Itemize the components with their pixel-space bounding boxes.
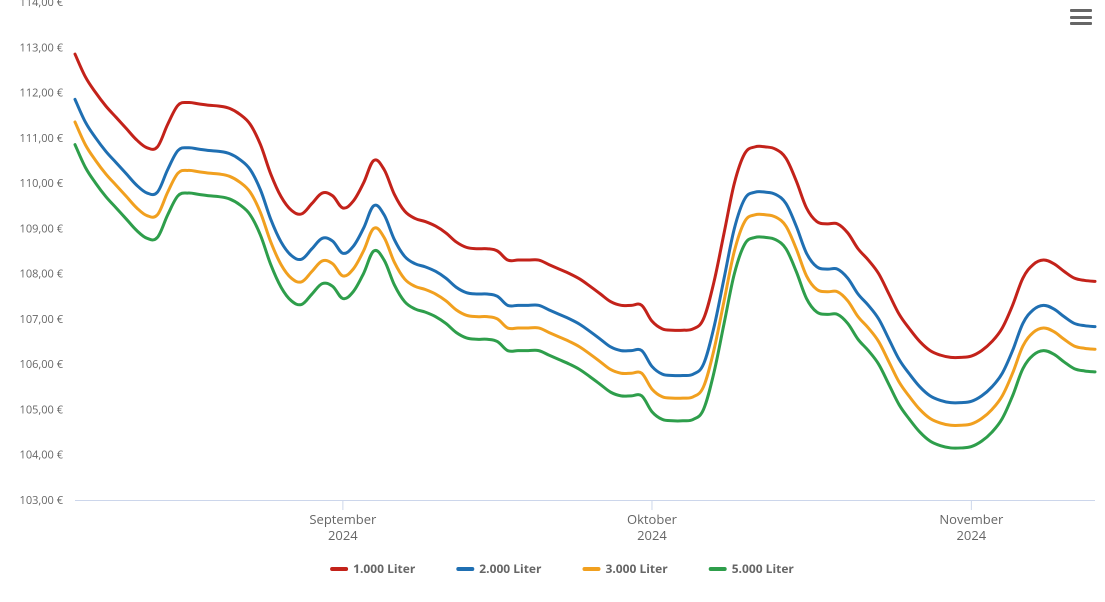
y-axis-label: 105,00 € (20, 402, 64, 417)
series-line (75, 54, 1095, 358)
y-axis-label: 104,00 € (20, 448, 64, 463)
legend-label[interactable]: 3.000 Liter (606, 560, 669, 577)
y-axis-label: 112,00 € (20, 86, 64, 101)
legend-label[interactable]: 5.000 Liter (732, 560, 795, 577)
y-axis-label: 110,00 € (20, 176, 64, 191)
series-line (75, 99, 1095, 403)
y-axis-label: 107,00 € (20, 312, 64, 327)
series-line (75, 122, 1095, 426)
x-axis-sublabel: 2024 (637, 526, 667, 544)
legend-label[interactable]: 1.000 Liter (353, 560, 416, 577)
chart-svg: 103,00 € 104,00 € 105,00 € 106,00 € 107,00 €… (0, 0, 1105, 602)
y-axis-label: 114,00 € (20, 0, 64, 10)
legend: 1.000 Liter 2.000 Liter 3.000 Liter 5.000 L… (332, 560, 794, 577)
series-line (75, 145, 1095, 449)
x-axis-sublabel: 2024 (956, 526, 986, 544)
y-axis-label: 103,00 € (20, 493, 64, 508)
x-axis-sublabel: 2024 (328, 526, 358, 544)
y-axis-label: 109,00 € (20, 221, 64, 236)
y-axis-label: 111,00 € (20, 131, 64, 146)
y-axis-label: 113,00 € (20, 40, 64, 55)
legend-label[interactable]: 2.000 Liter (479, 560, 542, 577)
price-chart: 103,00 € 104,00 € 105,00 € 106,00 € 107,00 €… (0, 0, 1105, 602)
y-axis-label: 108,00 € (20, 267, 64, 282)
y-axis-label: 106,00 € (20, 357, 64, 372)
chart-menu-button[interactable] (1069, 6, 1093, 28)
